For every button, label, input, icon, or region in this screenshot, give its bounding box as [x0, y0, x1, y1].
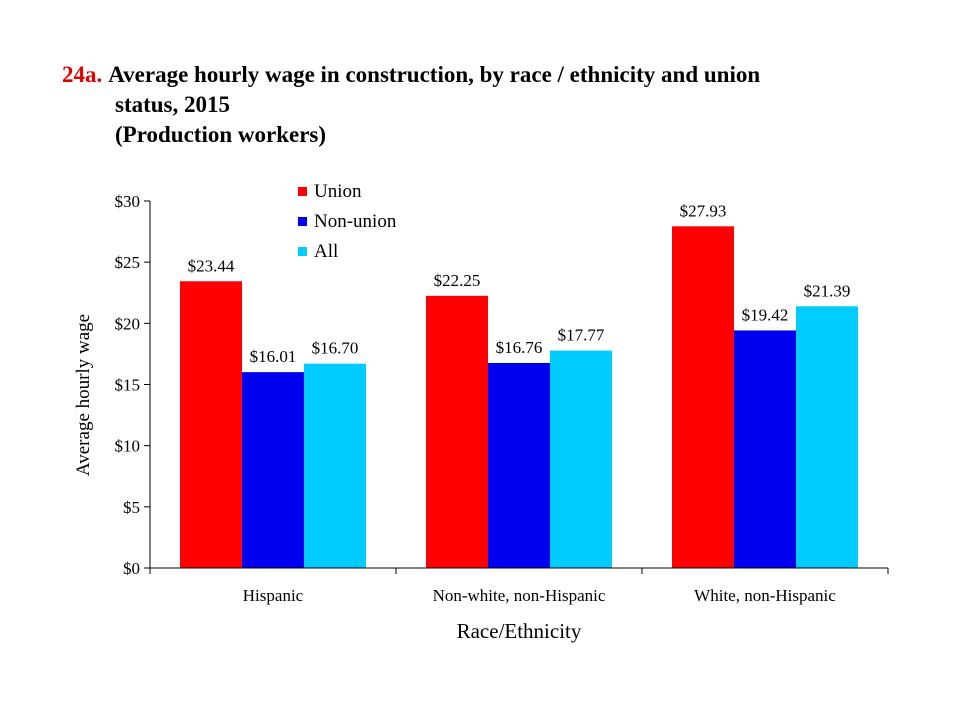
data-label: $17.77 — [558, 326, 605, 345]
y-tick-label: $30 — [115, 192, 141, 211]
title-line-2: status, 2015 — [115, 92, 231, 117]
x-tick-label: Non-white, non-Hispanic — [433, 586, 606, 605]
y-tick-label: $10 — [115, 437, 141, 456]
title-line-3: (Production workers) — [115, 122, 327, 147]
data-label: $27.93 — [680, 201, 727, 220]
data-label: $21.39 — [804, 281, 851, 300]
bar-all-0 — [304, 363, 366, 568]
y-axis-title: Average hourly wage — [73, 314, 94, 476]
data-label: $23.44 — [188, 256, 235, 275]
title-number: 24a. — [62, 62, 103, 87]
y-tick-label: $0 — [123, 559, 140, 578]
bar-all-2 — [796, 306, 858, 568]
bar-all-1 — [550, 350, 612, 568]
bar-non-union-2 — [734, 330, 796, 568]
legend-swatch-non-union — [298, 217, 307, 226]
x-axis-title: Race/Ethnicity — [457, 619, 582, 643]
bar-union-2 — [672, 226, 734, 568]
data-label: $16.01 — [250, 347, 297, 366]
y-tick-label: $25 — [115, 253, 141, 272]
bar-non-union-0 — [242, 372, 304, 568]
data-label: $22.25 — [434, 271, 481, 290]
y-tick-label: $5 — [123, 498, 140, 517]
y-tick-label: $20 — [115, 314, 141, 333]
legend-label-union: Union — [314, 181, 362, 202]
x-tick-label: White, non-Hispanic — [694, 586, 836, 605]
legend-label-all: All — [314, 241, 338, 262]
data-label: $16.76 — [496, 338, 543, 357]
bar-union-0 — [180, 281, 242, 568]
y-tick-label: $15 — [115, 376, 141, 395]
bar-union-1 — [426, 295, 488, 568]
x-tick-label: Hispanic — [243, 586, 304, 605]
bar-non-union-1 — [488, 362, 550, 568]
legend-swatch-union — [298, 187, 307, 196]
data-label: $16.70 — [312, 339, 359, 358]
title-line-1: Average hourly wage in construction, by … — [108, 62, 761, 87]
chart-title: 24a. Average hourly wage in construction,… — [62, 60, 922, 150]
data-label: $19.42 — [742, 305, 789, 324]
legend-swatch-all — [298, 247, 307, 256]
legend-label-non-union: Non-union — [314, 211, 397, 232]
